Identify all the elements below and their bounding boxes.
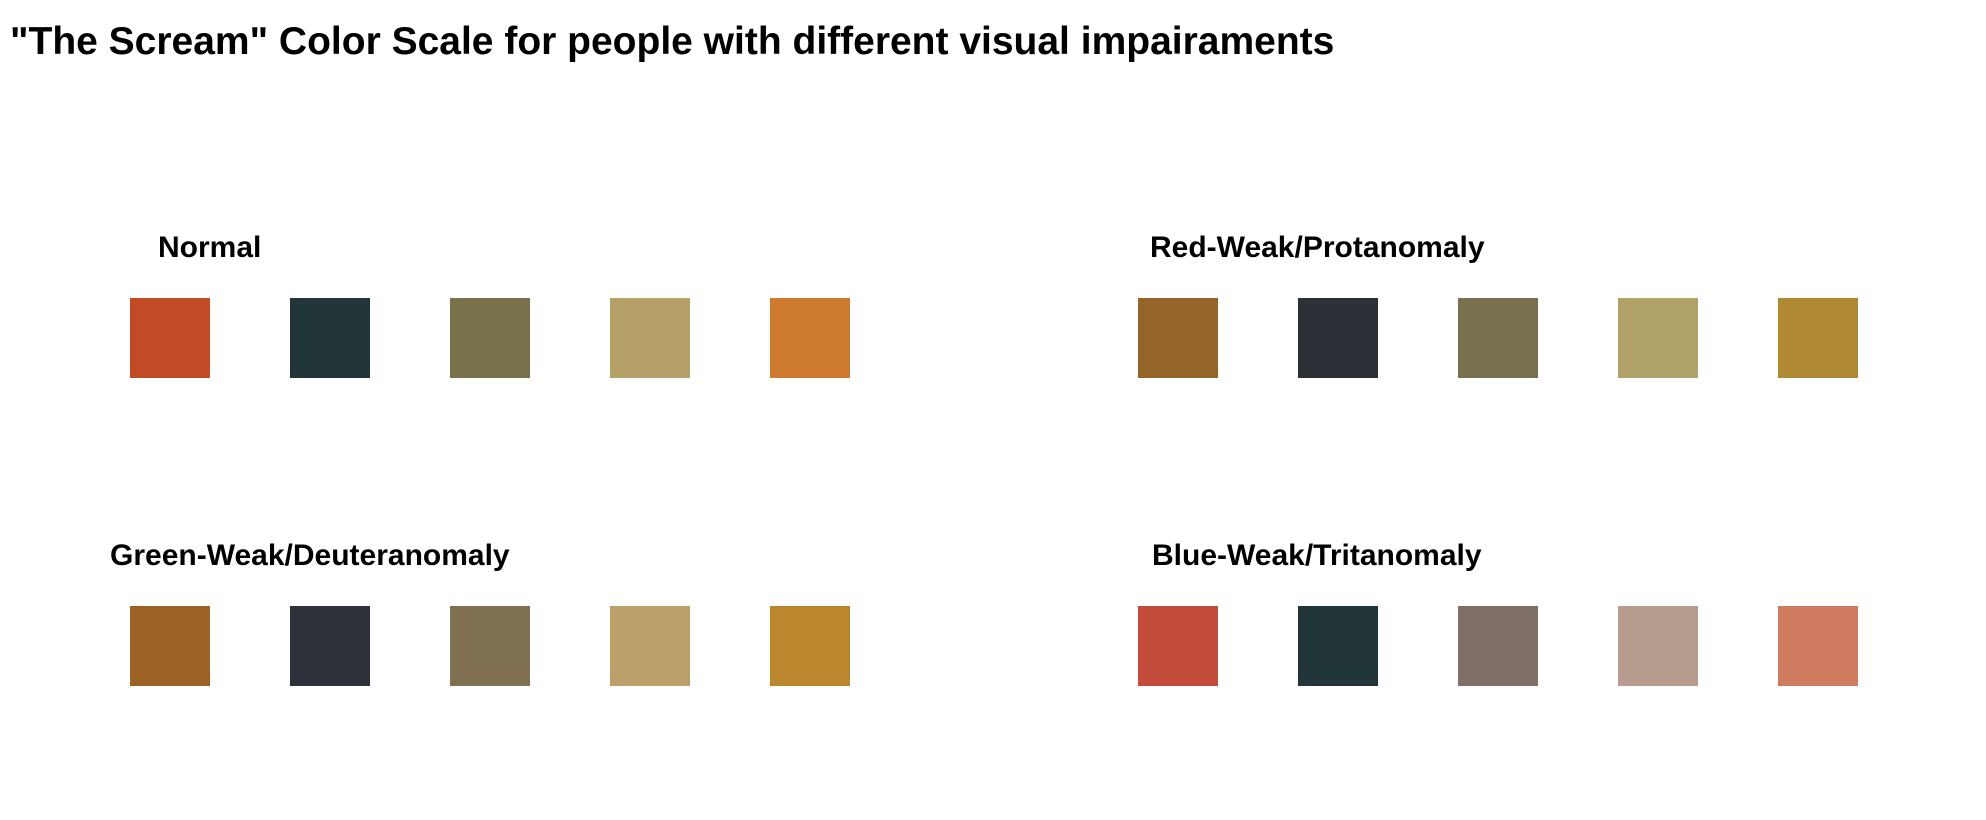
color-swatch-normal-4 [610, 298, 690, 378]
color-swatch-tritanomaly-1 [1138, 606, 1218, 686]
color-swatch-protanomaly-2 [1298, 298, 1378, 378]
color-swatch-protanomaly-4 [1618, 298, 1698, 378]
color-swatch-tritanomaly-5 [1778, 606, 1858, 686]
color-swatch-deuteranomaly-2 [290, 606, 370, 686]
color-swatch-deuteranomaly-5 [770, 606, 850, 686]
page-title: "The Scream" Color Scale for people with… [10, 20, 1335, 63]
color-swatch-protanomaly-5 [1778, 298, 1858, 378]
color-swatch-normal-2 [290, 298, 370, 378]
panel-title-protanomaly: Red-Weak/Protanomaly [1150, 231, 1485, 264]
color-swatch-deuteranomaly-1 [130, 606, 210, 686]
color-swatch-tritanomaly-4 [1618, 606, 1698, 686]
color-swatch-deuteranomaly-3 [450, 606, 530, 686]
color-swatch-normal-5 [770, 298, 850, 378]
color-swatch-protanomaly-1 [1138, 298, 1218, 378]
panel-title-normal: Normal [158, 231, 262, 264]
color-swatch-deuteranomaly-4 [610, 606, 690, 686]
color-swatch-tritanomaly-3 [1458, 606, 1538, 686]
color-swatch-normal-1 [130, 298, 210, 378]
color-swatch-normal-3 [450, 298, 530, 378]
color-swatch-tritanomaly-2 [1298, 606, 1378, 686]
panel-title-tritanomaly: Blue-Weak/Tritanomaly [1152, 539, 1482, 572]
panel-title-deuteranomaly: Green-Weak/Deuteranomaly [110, 539, 510, 572]
color-swatch-protanomaly-3 [1458, 298, 1538, 378]
